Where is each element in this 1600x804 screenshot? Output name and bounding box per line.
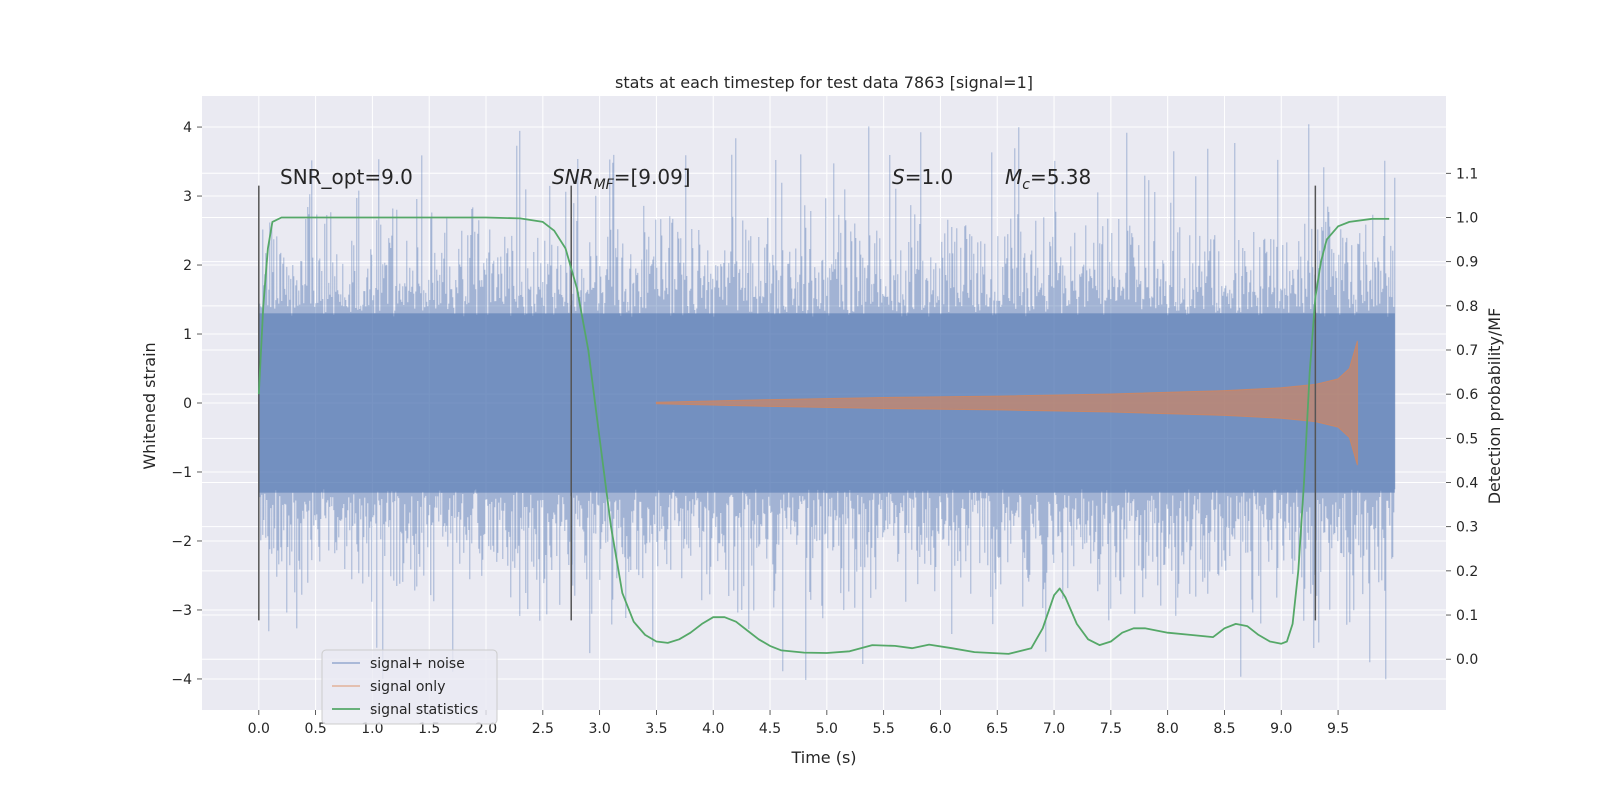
- annotation-s-value: S=1.0: [892, 165, 953, 189]
- x-axis-label: Time (s): [790, 748, 856, 767]
- x-tick-label: 2.0: [475, 721, 497, 737]
- x-tick-label: 8.5: [1213, 721, 1235, 737]
- y-tick-label: −2: [171, 534, 192, 550]
- signal-statistics-line: [257, 216, 1390, 655]
- legend-label-noise: signal+ noise: [370, 656, 465, 672]
- annotation-layer: SNR_opt=9.0 SNRMF=[9.09] S=1.0 Mc=5.38: [280, 165, 1091, 193]
- y-axis-label: Whitened strain: [140, 342, 159, 469]
- legend-label-stat: signal statistics: [370, 702, 478, 718]
- y2-tick-label: 0.3: [1456, 520, 1478, 536]
- x-tick-label: 5.5: [873, 721, 895, 737]
- signal-only-envelope: [655, 340, 1358, 466]
- y-tick-label: 4: [183, 120, 192, 136]
- y2-tick-label: 0.9: [1456, 255, 1478, 271]
- annotation-mc-value: Mc=5.38: [1005, 165, 1091, 193]
- x-tick-label: 9.5: [1327, 721, 1349, 737]
- y2-tick-label: 0.1: [1456, 608, 1478, 624]
- signal-series-layer: [655, 340, 1358, 466]
- x-tick-label: 8.0: [1157, 721, 1179, 737]
- y2-tick-label: 0.7: [1456, 343, 1478, 359]
- x-tick-label: 4.0: [702, 721, 724, 737]
- vline-layer: [258, 185, 1317, 621]
- x-tick-label: 0.5: [304, 721, 326, 737]
- x-tick-label: 7.5: [1100, 721, 1122, 737]
- y2-tick-label: 0.8: [1456, 299, 1478, 315]
- y2-tick-label: 0.2: [1456, 564, 1478, 580]
- x-tick-label: 1.5: [418, 721, 440, 737]
- x-tick-label: 2.5: [532, 721, 554, 737]
- annotation-snr-opt: SNR_opt=9.0: [280, 165, 413, 189]
- x-tick-label: 4.5: [759, 721, 781, 737]
- x-tick-label: 3.0: [588, 721, 610, 737]
- y-tick-label: 0: [183, 396, 192, 412]
- x-tick-label: 9.0: [1270, 721, 1292, 737]
- y2-tick-label: 0.6: [1456, 387, 1478, 403]
- chart-title: stats at each timestep for test data 786…: [615, 73, 1033, 92]
- legend-box: [321, 649, 498, 725]
- y-tick-label: −1: [171, 465, 192, 481]
- x-tick-label: 7.0: [1043, 721, 1065, 737]
- y2-tick-label: 0.5: [1456, 431, 1478, 447]
- y-tick-label: −3: [171, 603, 192, 619]
- x-tick-label: 5.0: [816, 721, 838, 737]
- legend-label-signal: signal only: [370, 679, 445, 695]
- y2-tick-label: 0.4: [1456, 476, 1478, 492]
- y2-tick-label: 0.0: [1456, 652, 1478, 668]
- y2-tick-label: 1.1: [1456, 166, 1478, 182]
- tick-layer: 0.0 0.5 1.0 1.5 2.0 2.5 3.0 3.5 4.0 4.5 5.0 5.5 6.0 6…: [171, 120, 1478, 737]
- x-tick-label: 1.0: [361, 721, 383, 737]
- y-tick-label: 2: [183, 258, 192, 274]
- x-tick-label: 0.0: [248, 721, 270, 737]
- stat-series-layer: [257, 216, 1390, 655]
- y-tick-label: 3: [183, 189, 192, 205]
- y2-tick-label: 1.0: [1456, 210, 1478, 226]
- legend: signal+ noise signal only signal statist…: [321, 649, 498, 725]
- annotation-snr-mf: SNRMF=[9.09]: [552, 165, 691, 193]
- x-tick-label: 6.5: [986, 721, 1008, 737]
- y2-axis-label: Detection probability/MF: [1485, 308, 1504, 505]
- y-tick-label: 1: [183, 327, 192, 343]
- y-tick-label: −4: [171, 672, 192, 688]
- x-tick-label: 6.0: [929, 721, 951, 737]
- x-tick-label: 3.5: [645, 721, 667, 737]
